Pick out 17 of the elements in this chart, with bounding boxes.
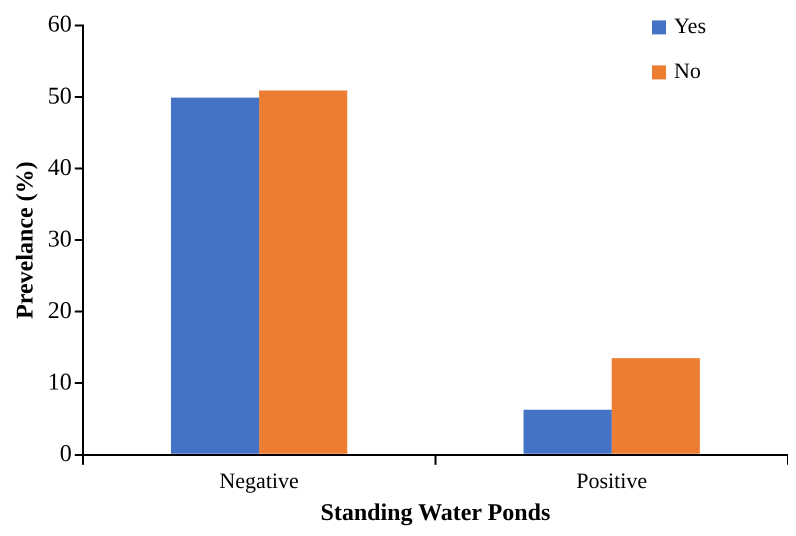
x-tick-label: Negative [219, 468, 299, 493]
y-tick-label: 60 [48, 12, 72, 38]
legend-label: Yes [674, 13, 706, 38]
x-tick-label: Positive [576, 468, 648, 493]
y-tick-label: 20 [48, 298, 72, 324]
bar [170, 98, 260, 454]
bar [259, 90, 348, 454]
y-tick-label: 30 [48, 226, 72, 252]
bar [524, 410, 612, 454]
y-tick-label: 10 [48, 370, 72, 396]
bar [612, 358, 700, 454]
y-axis-title: Prevelance (%) [12, 161, 39, 319]
x-axis-title: Standing Water Ponds [320, 500, 550, 526]
legend-label: No [674, 58, 701, 84]
y-tick-label: 50 [48, 83, 72, 110]
y-tick-label: 40 [48, 154, 72, 181]
y-tick-label: 0 [60, 441, 72, 468]
